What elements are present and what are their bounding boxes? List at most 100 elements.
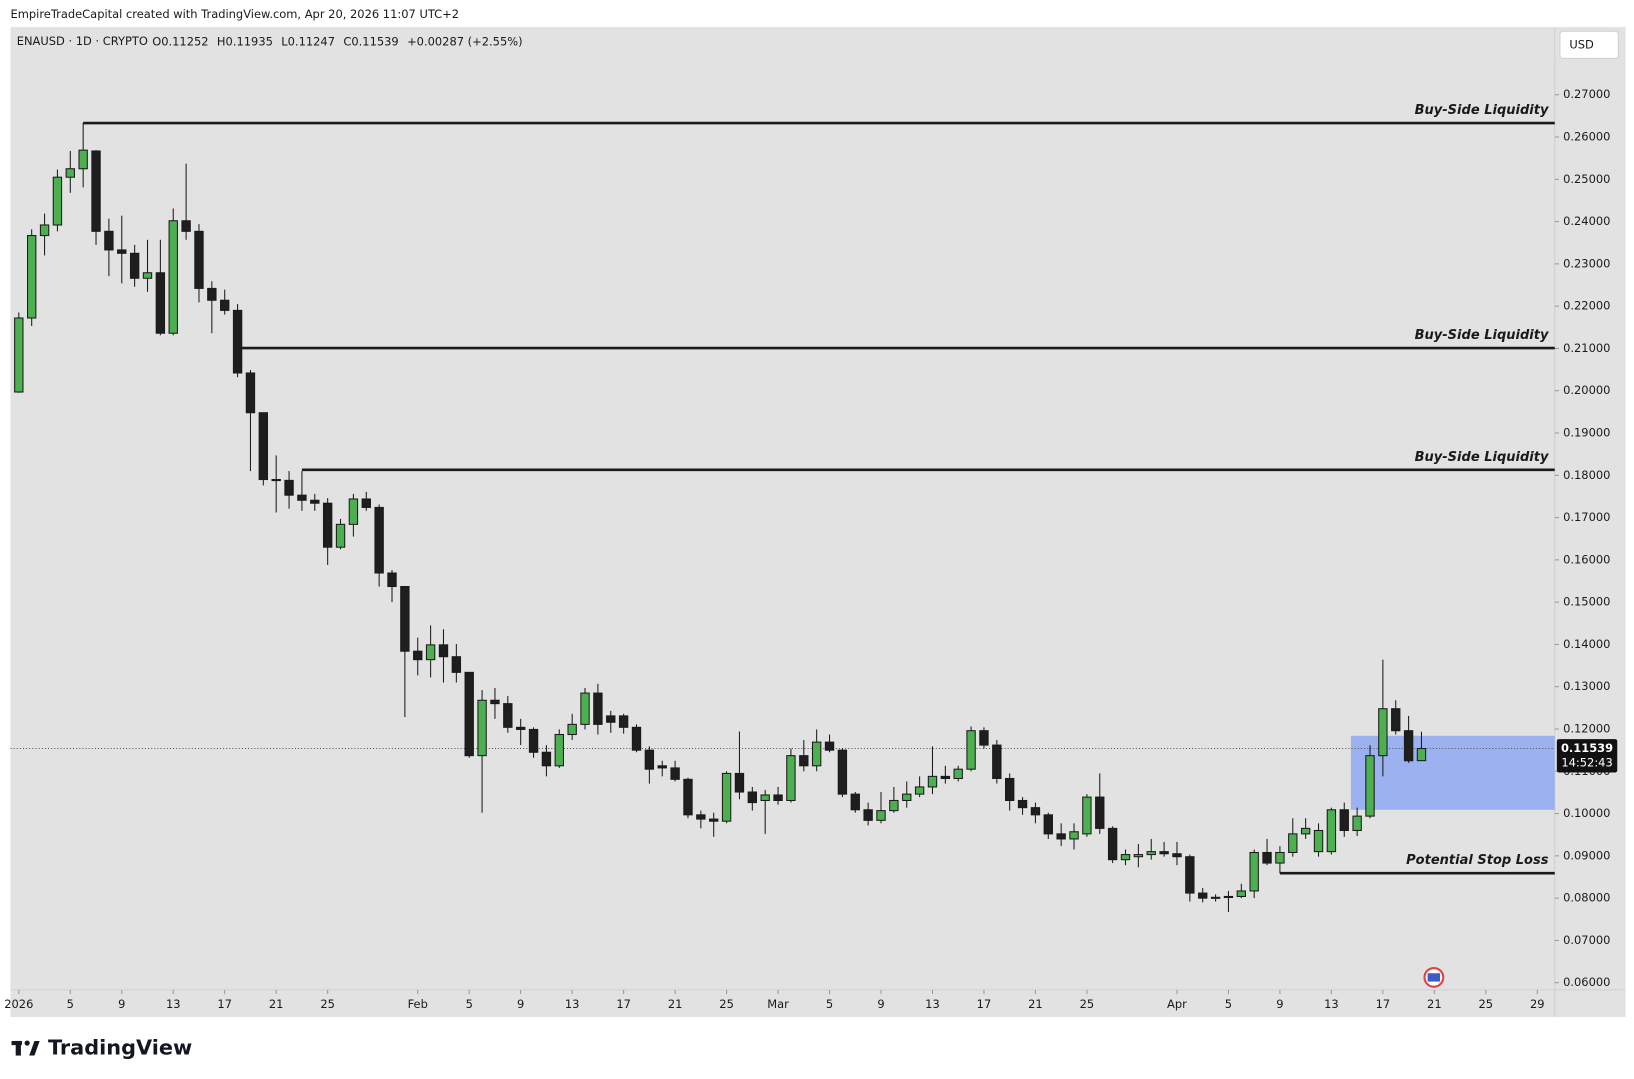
candle — [271, 455, 281, 513]
candle — [837, 748, 848, 798]
y-tick-label: 0.09000 — [1563, 848, 1610, 862]
candle — [387, 570, 397, 603]
y-tick-label: 0.21000 — [1563, 341, 1610, 355]
x-tick-label: 13 — [166, 997, 181, 1011]
candle-body — [297, 494, 307, 501]
candle — [1030, 802, 1041, 824]
ohlc-legend: O0.11252 H0.11935 L0.11247 C0.11539 +0.00287… — [152, 34, 522, 48]
candle — [1313, 823, 1324, 857]
x-tick-label: 5 — [826, 997, 833, 1011]
candle-body — [953, 768, 963, 780]
candle — [477, 690, 487, 813]
candle — [361, 491, 371, 511]
x-tick-label: 13 — [1324, 997, 1339, 1011]
event-flag[interactable] — [1423, 966, 1445, 988]
candle-body — [940, 775, 951, 780]
candle-body — [747, 791, 758, 804]
y-tick-label: 0.08000 — [1563, 891, 1610, 905]
candle-body — [811, 741, 822, 767]
candle — [117, 215, 127, 284]
candle — [567, 713, 577, 741]
candle-body — [1069, 831, 1079, 840]
candle — [1391, 700, 1401, 735]
candle-body — [91, 150, 101, 232]
x-tick-label: 25 — [320, 997, 335, 1011]
candle — [966, 726, 976, 772]
candle-body — [876, 810, 886, 821]
ohlc-key: L — [281, 34, 288, 48]
candle-body — [335, 523, 346, 548]
candle — [760, 789, 770, 834]
candle — [78, 123, 88, 188]
candle — [773, 786, 783, 805]
candle-body — [1223, 895, 1234, 899]
candle — [606, 710, 616, 733]
candle-body — [207, 287, 217, 301]
candle-body — [490, 699, 500, 705]
y-tick-label: 0.10000 — [1563, 806, 1610, 820]
candle — [194, 224, 204, 303]
candle-body — [567, 723, 577, 736]
candle — [1416, 731, 1427, 762]
candle — [335, 518, 346, 550]
candle-body — [1403, 730, 1414, 762]
candle — [168, 208, 178, 336]
candle — [52, 169, 63, 232]
candle — [541, 745, 552, 777]
candle-body — [1082, 796, 1092, 835]
event-icon[interactable] — [1427, 973, 1441, 982]
candle-body — [618, 715, 629, 728]
candle-body — [464, 671, 474, 757]
candle — [850, 792, 860, 813]
candle — [1107, 826, 1118, 864]
candle — [515, 718, 526, 746]
candle-body — [966, 730, 976, 770]
candle — [1069, 823, 1079, 850]
candle-body — [155, 272, 166, 334]
symbol: ENAUSD · 1D · CRYPTO — [17, 34, 148, 48]
candle-body — [348, 498, 359, 525]
candle — [400, 585, 410, 718]
candle-body — [1172, 853, 1182, 858]
candle — [940, 765, 951, 784]
y-tick-label: 0.19000 — [1563, 426, 1610, 440]
level-label: Buy-Side Liquidity — [1415, 450, 1549, 465]
candle — [914, 776, 925, 798]
candle — [1004, 773, 1015, 811]
candle — [953, 765, 963, 782]
currency-box[interactable] — [1559, 30, 1619, 59]
candle — [902, 781, 912, 808]
candle — [670, 760, 680, 782]
candle — [142, 239, 153, 292]
candle-body — [78, 149, 88, 170]
candle-body — [284, 479, 294, 496]
candle-body — [786, 755, 796, 801]
candle-body — [39, 224, 50, 237]
candle-body — [271, 479, 281, 482]
candle-body — [979, 730, 989, 746]
ohlc-value: 0.11935 — [226, 34, 273, 48]
candle — [284, 471, 294, 509]
credit: EmpireTradeCapital created with TradingV… — [10, 7, 459, 21]
logo: TradingView — [11, 1035, 192, 1059]
candle-body — [1210, 896, 1221, 899]
ohlc-key: H — [217, 34, 226, 48]
candle-body — [1030, 807, 1041, 816]
candle-body — [515, 726, 526, 730]
currency[interactable]: USD — [1569, 37, 1594, 51]
candle-body — [850, 793, 860, 811]
candle — [374, 504, 384, 587]
candle — [799, 740, 809, 772]
candle-body — [52, 176, 63, 226]
candle-body — [361, 498, 371, 508]
candle — [39, 213, 50, 256]
candle-body — [696, 814, 706, 820]
candle-body — [1043, 814, 1053, 835]
candle-body — [837, 749, 848, 795]
candle-body — [683, 778, 693, 816]
ohlc-change: +0.00287 (+2.55%) — [407, 34, 523, 48]
x-tick-label: 29 — [1530, 997, 1545, 1011]
candle-body — [1416, 747, 1427, 762]
x-tick-label: Apr — [1167, 997, 1187, 1011]
candle — [1159, 841, 1169, 857]
